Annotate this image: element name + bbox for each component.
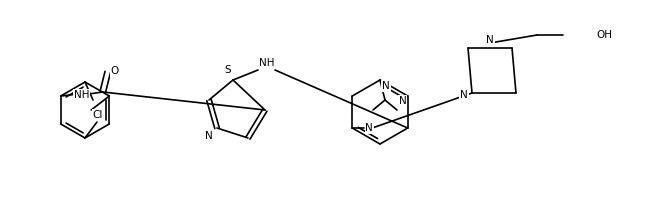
Text: S: S — [225, 65, 231, 75]
Text: N: N — [460, 90, 468, 100]
Text: N: N — [399, 96, 407, 106]
Text: N: N — [365, 123, 373, 133]
Text: O: O — [111, 66, 119, 76]
Text: N: N — [486, 35, 494, 45]
Text: Cl: Cl — [93, 110, 103, 120]
Text: N: N — [205, 131, 213, 141]
Text: NH: NH — [259, 58, 274, 68]
Text: N: N — [382, 81, 390, 91]
Text: NH: NH — [74, 90, 89, 100]
Text: OH: OH — [596, 30, 612, 40]
